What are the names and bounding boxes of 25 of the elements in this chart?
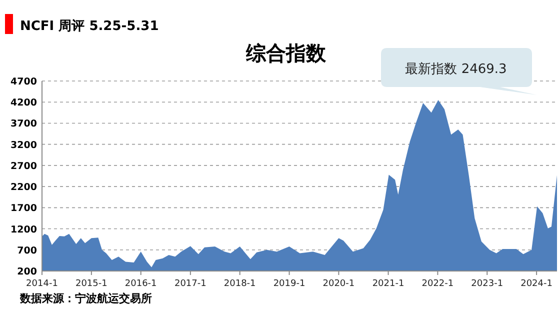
x-tick-label: 2019-1 — [273, 279, 306, 289]
y-tick-label: 2200 — [10, 182, 38, 194]
chart-title: 综合指数 — [245, 41, 327, 65]
y-tick-label: 1700 — [10, 203, 38, 214]
x-tick-label: 2018-1 — [224, 279, 256, 289]
y-tick-label: 3700 — [10, 118, 38, 130]
x-tick-label: 2014-1 — [26, 279, 58, 289]
x-tick-label: 2020-1 — [322, 279, 355, 289]
x-tick-label: 2021-1 — [372, 279, 404, 289]
y-tick-label: 3200 — [10, 140, 38, 151]
x-tick-label: 2023-1 — [471, 279, 504, 289]
y-tick-label: 4700 — [10, 76, 38, 88]
y-tick-label: 1200 — [10, 224, 38, 236]
x-tick-label: 2016-1 — [124, 279, 157, 289]
text: 最新指数 2469.3 — [405, 62, 507, 77]
y-tick-label: 2700 — [10, 160, 38, 172]
chart-subtitle: NCFI 周评 5.25-5.31 — [20, 19, 159, 34]
y-tick-label: 200 — [17, 266, 38, 278]
x-tick-label: 2015-1 — [75, 279, 108, 289]
x-tick-label: 2022-1 — [422, 279, 454, 289]
x-tick-label: 2017-1 — [174, 279, 206, 289]
y-tick-label: 4200 — [10, 98, 38, 109]
y-tick-label: 700 — [17, 245, 38, 256]
source-note: 数据来源：宁波航运交易所 — [19, 292, 152, 305]
x-tick-label: 2024-1 — [520, 279, 552, 289]
